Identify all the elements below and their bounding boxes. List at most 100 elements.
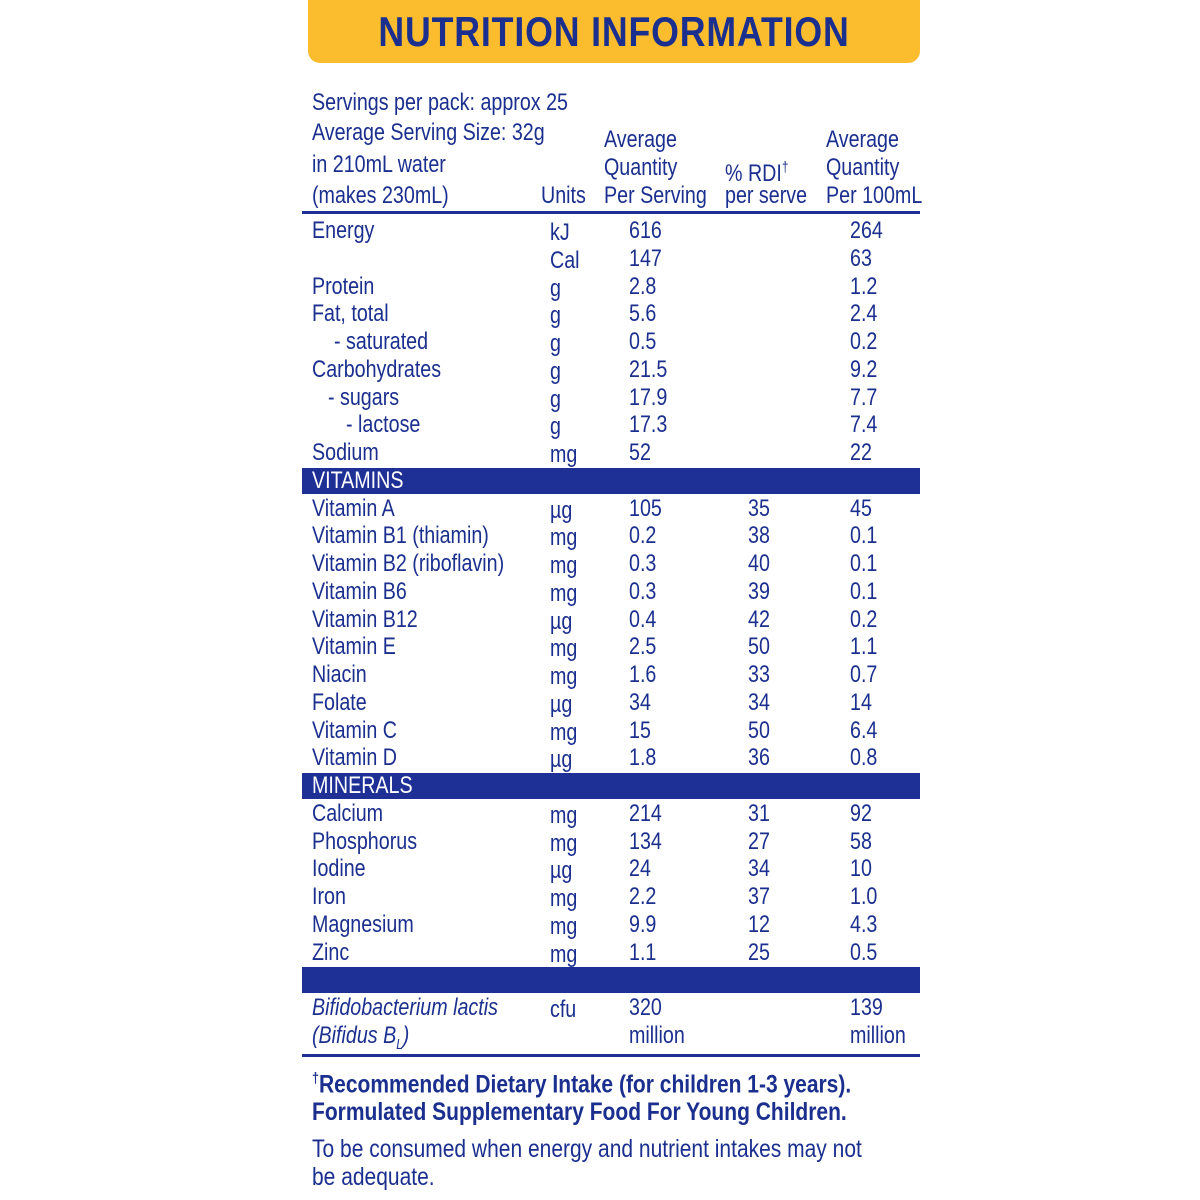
per-100ml: 10 <box>850 855 872 883</box>
section-bar <box>302 467 920 494</box>
rdi: 34 <box>748 855 770 883</box>
footnote-mark: † <box>312 1070 320 1087</box>
column-header: % RDI† <box>725 154 788 188</box>
per-100ml: 45 <box>850 494 872 522</box>
per-100ml: 22 <box>850 439 872 466</box>
rdi: 35 <box>748 494 770 522</box>
nutrient-name: (Bifidus BL) <box>312 1022 409 1059</box>
nutrient-name: Energy <box>312 217 375 244</box>
table-bottom-rule <box>302 1054 920 1057</box>
section-bar <box>302 967 920 994</box>
nutrient-name-sub: L <box>396 1036 403 1053</box>
unit: kJ <box>550 219 570 246</box>
column-header-text: % RDI <box>725 160 782 187</box>
unit: µg <box>550 496 573 524</box>
title-banner <box>308 0 920 63</box>
per-serving: 21.5 <box>629 355 668 383</box>
per-serving: 147 <box>629 244 662 272</box>
per-100ml: 92 <box>850 799 872 827</box>
per-serving: 0.2 <box>629 522 657 550</box>
footnote: †Recommended Dietary Intake (for childre… <box>312 1065 866 1098</box>
section-bar <box>302 773 920 799</box>
nutrient-name: - sugars <box>328 383 400 411</box>
nutrient-name: Bifidobacterium lactis <box>312 994 498 1021</box>
unit: mg <box>550 663 578 690</box>
per-serving: 17.9 <box>629 383 668 411</box>
column-header: Average <box>604 126 677 153</box>
serving-info: Servings per pack: approx 25 <box>312 89 568 116</box>
rdi: 38 <box>748 522 770 550</box>
column-header-sup: † <box>781 160 789 176</box>
per-serving: 2.5 <box>629 633 657 661</box>
per-serving: 34 <box>629 688 651 716</box>
per-100ml: 1.0 <box>850 883 878 910</box>
per-100ml: 0.7 <box>850 661 878 688</box>
per-100ml: 6.4 <box>850 716 878 744</box>
column-header: Quantity <box>604 154 678 181</box>
nutrient-name: Carbohydrates <box>312 355 442 383</box>
unit: g <box>550 413 561 441</box>
nutrient-name: Vitamin B12 <box>312 605 418 633</box>
rdi: 42 <box>748 605 770 633</box>
per-serving: 134 <box>629 827 662 855</box>
per-100ml: 7.4 <box>850 411 878 439</box>
unit: mg <box>550 718 578 746</box>
column-header: Average <box>826 126 899 153</box>
per-serving: 2.8 <box>629 272 657 300</box>
unit: µg <box>550 690 573 718</box>
per-serving: 0.4 <box>629 605 657 633</box>
per-100ml: 63 <box>850 244 872 272</box>
per-100ml: 58 <box>850 827 872 855</box>
rdi: 27 <box>748 827 770 855</box>
unit: mg <box>550 524 578 552</box>
per-serving: 52 <box>629 439 651 466</box>
per-serving: 1.8 <box>629 744 657 772</box>
footnote: To be consumed when energy and nutrient … <box>312 1135 866 1191</box>
serving-info: (makes 230mL) <box>312 182 449 209</box>
per-100ml: 0.1 <box>850 577 878 605</box>
rdi: 33 <box>748 661 770 688</box>
nutrient-name: Iron <box>312 883 346 910</box>
nutrient-name: Vitamin B6 <box>312 577 407 605</box>
footnote-text: Formulated Supplementary Food For Young … <box>312 1098 847 1126</box>
column-header: Units <box>541 182 586 209</box>
nutrient-name: Calcium <box>312 799 384 827</box>
per-100ml: 0.2 <box>850 605 878 633</box>
header-rule <box>302 211 920 214</box>
per-serving: 5.6 <box>629 300 657 328</box>
nutrient-name: Iodine <box>312 855 366 883</box>
nutrient-name: Vitamin B2 (riboflavin) <box>312 550 505 577</box>
rdi: 34 <box>748 688 770 716</box>
unit: mg <box>550 885 578 912</box>
column-header: Per 100mL <box>826 182 923 209</box>
nutrient-name: Sodium <box>312 439 379 466</box>
per-100ml: 2.4 <box>850 300 878 328</box>
per-serving: 24 <box>629 855 651 883</box>
per-100ml: 14 <box>850 688 872 716</box>
nutrient-name: Zinc <box>312 938 350 966</box>
unit: µg <box>550 857 573 885</box>
rdi: 50 <box>748 633 770 661</box>
per-100ml: 1.1 <box>850 633 878 661</box>
unit: mg <box>550 912 578 940</box>
unit: mg <box>550 940 578 968</box>
per-100ml: 4.3 <box>850 910 878 938</box>
per-100ml: 1.2 <box>850 272 878 300</box>
rdi: 12 <box>748 910 770 938</box>
nutrient-name: - lactose <box>346 411 421 439</box>
nutrient-name: Niacin <box>312 661 367 688</box>
unit: g <box>550 330 561 357</box>
nutrient-name: Protein <box>312 272 375 300</box>
per-serving: 1.6 <box>629 661 657 688</box>
title: NUTRITION INFORMATION <box>378 8 850 55</box>
unit: µg <box>550 607 573 635</box>
rdi: 40 <box>748 550 770 577</box>
unit: µg <box>550 746 573 774</box>
per-serving: 105 <box>629 494 662 522</box>
rdi: 31 <box>748 799 770 827</box>
per-serving: 214 <box>629 799 662 827</box>
unit: mg <box>550 552 578 579</box>
per-serving: 320 <box>629 994 662 1021</box>
nutrient-name-text: (Bifidus B <box>312 1021 397 1049</box>
rdi: 25 <box>748 938 770 966</box>
